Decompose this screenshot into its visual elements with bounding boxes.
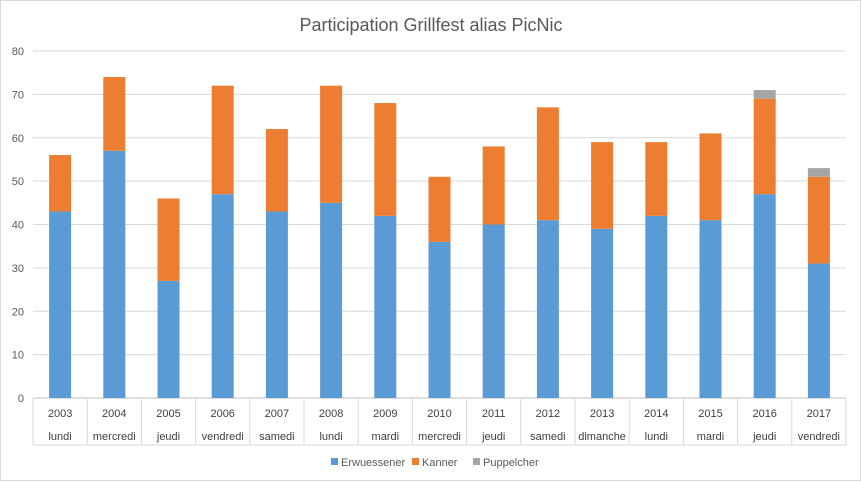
x-tick-label-day: mardi <box>697 431 725 443</box>
bar-segment-erwuessener <box>482 224 505 398</box>
y-tick-label: 10 <box>12 350 24 362</box>
bar-segment-kanner <box>320 85 343 203</box>
bar-segment-kanner <box>699 133 722 221</box>
legend-swatch <box>331 458 338 465</box>
bar-segment-kanner <box>157 198 180 281</box>
x-tick-label-day: lundi <box>48 431 71 443</box>
bar-segment-kanner <box>807 176 830 264</box>
x-tick-label-day: mercredi <box>418 431 461 443</box>
x-tick-label-day: vendredi <box>798 431 840 443</box>
bar-segment-kanner <box>482 146 505 225</box>
bar-segment-kanner <box>428 176 451 242</box>
bar-segment-kanner <box>211 85 234 195</box>
x-tick-label-year: 2008 <box>319 408 343 420</box>
legend-swatch <box>473 458 480 465</box>
y-tick-label: 70 <box>12 89 24 101</box>
y-tick-label: 50 <box>12 176 24 188</box>
y-tick-label: 30 <box>12 263 24 275</box>
x-tick-label-year: 2006 <box>210 408 234 420</box>
bar-segment-erwuessener <box>265 211 288 398</box>
x-tick-label-day: jeudi <box>481 431 505 443</box>
bar-segment-erwuessener <box>320 202 343 398</box>
x-tick-label-year: 2015 <box>698 408 722 420</box>
bar-segment-erwuessener <box>645 215 668 398</box>
legend-label: Kanner <box>422 457 458 469</box>
x-tick-label-year: 2014 <box>644 408 668 420</box>
legend-label: Erwuessener <box>341 457 406 469</box>
bar-segment-kanner <box>536 107 559 221</box>
bar-segment-kanner <box>591 142 614 229</box>
x-tick-label-year: 2005 <box>156 408 180 420</box>
bar-segment-kanner <box>103 77 126 151</box>
bar-segment-kanner <box>265 129 288 212</box>
bar-segment-erwuessener <box>157 280 180 398</box>
x-tick-label-day: jeudi <box>752 431 776 443</box>
bar-segment-erwuessener <box>49 211 72 398</box>
x-tick-label-day: samedi <box>530 431 565 443</box>
y-tick-label: 0 <box>18 393 24 405</box>
bar-segment-kanner <box>374 103 397 216</box>
legend: Erwuessener Kanner Puppelcher <box>331 457 539 469</box>
legend-label: Puppelcher <box>483 457 539 469</box>
legend-swatch <box>412 458 419 465</box>
y-tick-label: 20 <box>12 306 24 318</box>
chart-title: Participation Grillfest alias PicNic <box>299 15 562 35</box>
bar-segment-puppelcher <box>753 90 776 99</box>
x-tick-label-year: 2011 <box>482 408 506 420</box>
y-tick-label: 40 <box>12 220 24 232</box>
x-tick-label-year: 2003 <box>48 408 72 420</box>
y-tick-label: 60 <box>12 133 24 145</box>
x-tick-label-year: 2009 <box>373 408 397 420</box>
bar-segment-erwuessener <box>699 220 722 398</box>
bar-segment-erwuessener <box>807 263 830 398</box>
bar-segment-kanner <box>645 142 668 216</box>
x-tick-label-year: 2013 <box>590 408 614 420</box>
bar-segment-erwuessener <box>103 150 126 398</box>
x-tick-label-day: vendredi <box>202 431 244 443</box>
x-tick-label-day: dimanche <box>578 431 626 443</box>
x-tick-label-year: 2007 <box>265 408 289 420</box>
y-tick-label: 80 <box>12 46 24 58</box>
x-tick-label-year: 2004 <box>102 408 126 420</box>
x-tick-label-year: 2010 <box>427 408 451 420</box>
x-tick-label-year: 2012 <box>536 408 560 420</box>
x-tick-label-year: 2016 <box>752 408 776 420</box>
x-tick-label-day: samedi <box>259 431 294 443</box>
x-tick-label-day: mardi <box>372 431 400 443</box>
bars <box>49 77 830 398</box>
x-tick-label-day: lundi <box>319 431 342 443</box>
bar-segment-erwuessener <box>591 228 614 398</box>
bar-segment-erwuessener <box>536 220 559 398</box>
bar-segment-erwuessener <box>428 241 451 398</box>
bar-segment-kanner <box>49 155 72 212</box>
bar-segment-puppelcher <box>807 168 830 177</box>
bar-segment-erwuessener <box>753 194 776 398</box>
x-tick-label-year: 2017 <box>807 408 831 420</box>
x-tick-label-day: jeudi <box>156 431 180 443</box>
x-tick-label-day: lundi <box>645 431 668 443</box>
category-axis: 2003 lundi 2004 mercredi 2005 jeudi 2006 vendre… <box>32 398 847 446</box>
x-tick-label-day: mercredi <box>93 431 136 443</box>
bar-segment-kanner <box>753 98 776 195</box>
bar-segment-erwuessener <box>374 215 397 398</box>
bar-segment-erwuessener <box>211 194 234 398</box>
